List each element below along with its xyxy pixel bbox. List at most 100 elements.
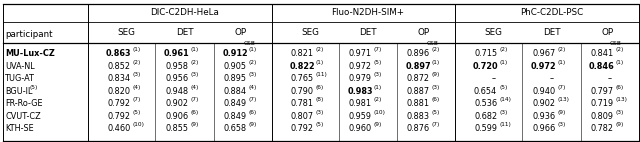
Text: 0.822: 0.822 <box>289 62 315 71</box>
Text: 0.790: 0.790 <box>291 87 314 96</box>
Text: CSB: CSB <box>243 41 255 46</box>
Text: (2): (2) <box>190 60 198 65</box>
Text: (2): (2) <box>616 47 624 53</box>
Text: DET: DET <box>176 28 193 37</box>
Text: 0.821: 0.821 <box>291 49 314 59</box>
Text: 0.966: 0.966 <box>532 124 556 133</box>
Text: 0.658: 0.658 <box>223 124 246 133</box>
Text: 0.809: 0.809 <box>591 112 614 121</box>
Text: 0.820: 0.820 <box>107 87 130 96</box>
Text: 0.846: 0.846 <box>589 62 615 71</box>
Text: 0.906: 0.906 <box>165 112 188 121</box>
Text: (9): (9) <box>432 72 440 78</box>
Text: 0.912: 0.912 <box>222 49 248 59</box>
Text: –: – <box>549 74 554 83</box>
Text: (2): (2) <box>557 47 566 53</box>
Text: 0.896: 0.896 <box>407 49 430 59</box>
Text: (7): (7) <box>374 47 382 53</box>
Text: (3): (3) <box>132 72 141 78</box>
Text: CSB: CSB <box>610 41 622 46</box>
Text: 0.849: 0.849 <box>223 99 246 108</box>
Text: 0.654: 0.654 <box>474 87 497 96</box>
Text: (2): (2) <box>374 97 382 103</box>
Text: (4): (4) <box>248 85 257 90</box>
Text: 0.972: 0.972 <box>531 62 557 71</box>
Text: (1): (1) <box>374 85 382 90</box>
Text: (5): (5) <box>316 122 324 128</box>
Text: (3): (3) <box>248 72 257 78</box>
Text: (2): (2) <box>499 47 508 53</box>
Text: (10): (10) <box>374 110 386 115</box>
Text: (1): (1) <box>190 47 198 53</box>
Text: 0.972: 0.972 <box>349 62 372 71</box>
Text: 0.940: 0.940 <box>532 87 556 96</box>
Text: 0.967: 0.967 <box>532 49 556 59</box>
Text: (2): (2) <box>132 60 141 65</box>
Text: (5): (5) <box>499 85 508 90</box>
Text: (6): (6) <box>616 85 623 90</box>
Text: 0.895: 0.895 <box>223 74 246 83</box>
Text: 0.936: 0.936 <box>532 112 556 121</box>
Text: (3): (3) <box>374 72 382 78</box>
Text: 0.905: 0.905 <box>223 62 246 71</box>
Text: 0.781: 0.781 <box>291 99 314 108</box>
Text: (1): (1) <box>316 60 324 65</box>
Text: 0.849: 0.849 <box>223 112 246 121</box>
Text: TUG-AT: TUG-AT <box>5 74 35 83</box>
Text: 0.841: 0.841 <box>590 49 614 59</box>
Text: 0.958: 0.958 <box>165 62 188 71</box>
Text: 0.881: 0.881 <box>407 99 430 108</box>
Text: (10): (10) <box>132 122 144 128</box>
Text: OP: OP <box>234 28 246 37</box>
Text: 0.981: 0.981 <box>349 99 372 108</box>
Text: 0.807: 0.807 <box>291 112 314 121</box>
Text: (5): (5) <box>374 60 382 65</box>
Text: –: – <box>607 74 612 83</box>
Text: 0.979: 0.979 <box>349 74 372 83</box>
Text: 0.956: 0.956 <box>165 74 188 83</box>
Text: (1): (1) <box>132 47 140 53</box>
Text: KTH-SE: KTH-SE <box>5 124 34 133</box>
Text: SEG: SEG <box>301 28 319 37</box>
Text: CVUT-CZ: CVUT-CZ <box>5 112 41 121</box>
Text: 0.599: 0.599 <box>474 124 497 133</box>
Text: 0.897: 0.897 <box>406 62 431 71</box>
Text: (9): (9) <box>248 122 257 128</box>
Text: 0.797: 0.797 <box>591 87 614 96</box>
Text: 0.961: 0.961 <box>164 49 189 59</box>
Text: (11): (11) <box>316 72 328 78</box>
Text: 0.883: 0.883 <box>407 112 430 121</box>
Text: 0.765: 0.765 <box>291 74 314 83</box>
Text: 0.720: 0.720 <box>473 62 499 71</box>
Text: 0.971: 0.971 <box>349 49 372 59</box>
Text: (1): (1) <box>432 60 440 65</box>
Text: DIC-C2DH-HeLa: DIC-C2DH-HeLa <box>150 8 219 17</box>
Text: (3): (3) <box>316 110 324 115</box>
Text: 0.887: 0.887 <box>407 87 430 96</box>
Text: (9): (9) <box>190 122 198 128</box>
Text: (6): (6) <box>190 110 198 115</box>
Text: 0.715: 0.715 <box>474 49 497 59</box>
Text: (3): (3) <box>190 72 198 78</box>
Text: (4): (4) <box>190 85 198 90</box>
Text: (1): (1) <box>248 47 257 53</box>
Text: (14): (14) <box>499 97 511 103</box>
Text: (7): (7) <box>190 97 198 103</box>
Text: (7): (7) <box>248 97 257 103</box>
Text: 0.682: 0.682 <box>474 112 497 121</box>
Text: FR-Ro-GE: FR-Ro-GE <box>5 99 43 108</box>
Text: (7): (7) <box>432 122 440 128</box>
Text: 0.863: 0.863 <box>106 49 131 59</box>
Text: (1): (1) <box>557 60 566 65</box>
Text: (11): (11) <box>499 122 511 128</box>
Text: CSB: CSB <box>427 41 438 46</box>
Text: 0.983: 0.983 <box>348 87 373 96</box>
Text: MU-Lux-CZ: MU-Lux-CZ <box>5 49 55 59</box>
Text: 0.834: 0.834 <box>107 74 131 83</box>
Text: Fluo-N2DH-SIM+: Fluo-N2DH-SIM+ <box>332 8 404 17</box>
Text: (2): (2) <box>432 47 440 53</box>
Text: 0.902: 0.902 <box>532 99 556 108</box>
Text: (3): (3) <box>616 110 624 115</box>
Text: (9): (9) <box>557 110 566 115</box>
Text: 0.902: 0.902 <box>165 99 188 108</box>
